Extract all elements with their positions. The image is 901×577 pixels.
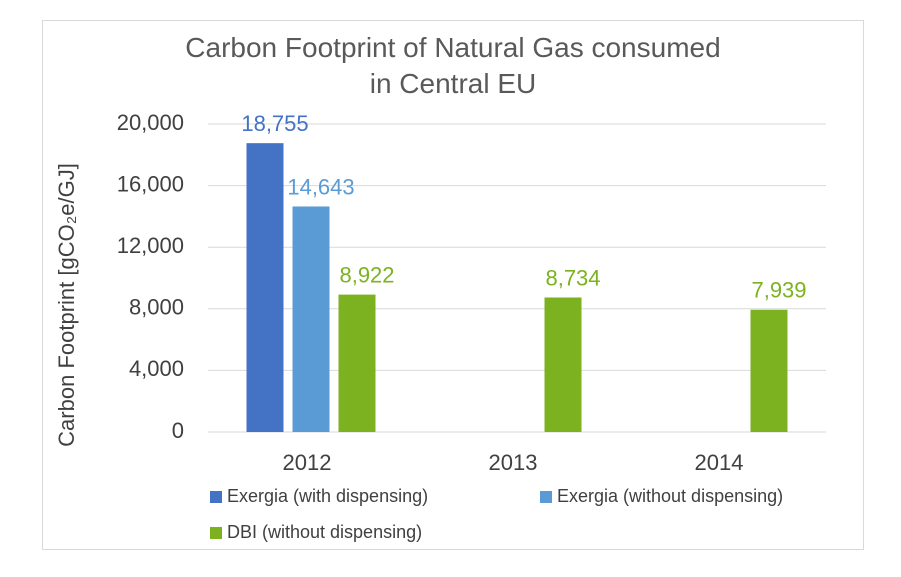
y-tick-label: 20,000 <box>117 110 184 135</box>
y-tick-label: 4,000 <box>129 356 184 381</box>
y-tick-label: 12,000 <box>117 233 184 258</box>
y-axis-label: Carbon Footprint [gCO₂e/GJ] <box>54 163 79 447</box>
y-tick-label: 16,000 <box>117 171 184 196</box>
bar <box>338 294 376 432</box>
bar <box>544 297 582 432</box>
legend-label: Exergia (with dispensing) <box>227 486 428 506</box>
bar <box>246 143 284 432</box>
value-label: 8,734 <box>545 265 600 290</box>
value-label: 7,939 <box>751 278 806 303</box>
y-tick-label: 8,000 <box>129 295 184 320</box>
bar <box>750 309 788 432</box>
legend-swatch <box>210 491 222 503</box>
chart-frame <box>42 20 864 550</box>
x-tick-label: 2012 <box>283 450 332 475</box>
x-tick-label: 2013 <box>489 450 538 475</box>
legend-label: DBI (without dispensing) <box>227 522 422 542</box>
x-tick-label: 2014 <box>695 450 744 475</box>
value-label: 14,643 <box>287 174 354 199</box>
value-label: 18,755 <box>241 111 308 136</box>
value-label: 8,922 <box>339 262 394 287</box>
legend-swatch <box>210 527 222 539</box>
legend-swatch <box>540 491 552 503</box>
legend-label: Exergia (without dispensing) <box>557 486 783 506</box>
y-tick-label: 0 <box>172 418 184 443</box>
bar <box>292 206 330 432</box>
chart-title: Carbon Footprint of Natural Gas consumed… <box>185 32 721 99</box>
